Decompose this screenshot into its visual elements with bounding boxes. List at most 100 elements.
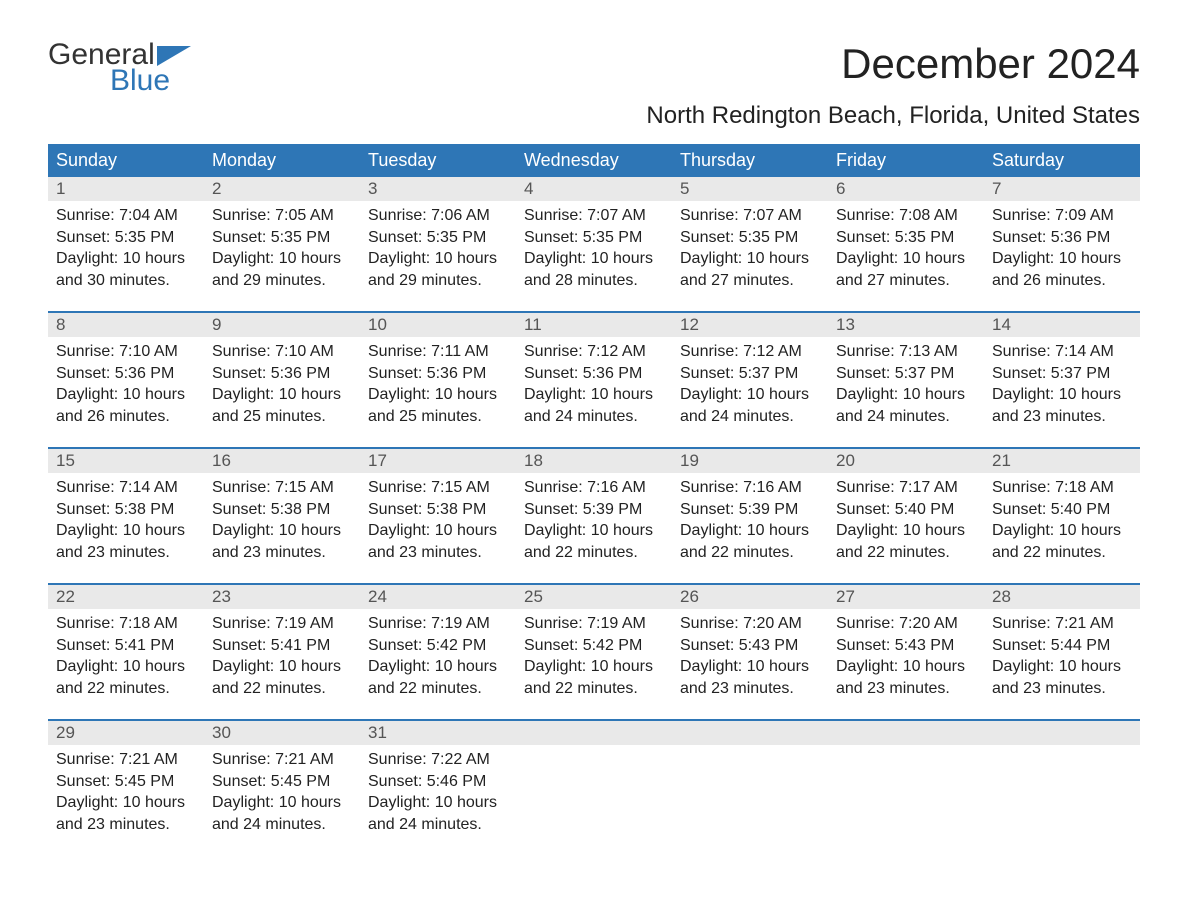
info-line: and 29 minutes. <box>212 270 352 292</box>
calendar-cell: 18Sunrise: 7:16 AMSunset: 5:39 PMDayligh… <box>516 449 672 583</box>
info-line: Daylight: 10 hours <box>680 248 820 270</box>
day-label: Monday <box>204 144 360 177</box>
info-line: Daylight: 10 hours <box>680 384 820 406</box>
info-line: Sunrise: 7:15 AM <box>368 477 508 499</box>
day-info: Sunrise: 7:10 AMSunset: 5:36 PMDaylight:… <box>212 341 352 427</box>
day-number: 26 <box>672 585 828 609</box>
info-line: Sunset: 5:35 PM <box>212 227 352 249</box>
info-line: Daylight: 10 hours <box>56 792 196 814</box>
calendar-cell: 25Sunrise: 7:19 AMSunset: 5:42 PMDayligh… <box>516 585 672 719</box>
day-info: Sunrise: 7:22 AMSunset: 5:46 PMDaylight:… <box>368 749 508 835</box>
day-info: Sunrise: 7:07 AMSunset: 5:35 PMDaylight:… <box>524 205 664 291</box>
info-line: Sunrise: 7:13 AM <box>836 341 976 363</box>
info-line: and 28 minutes. <box>524 270 664 292</box>
calendar-cell: 23Sunrise: 7:19 AMSunset: 5:41 PMDayligh… <box>204 585 360 719</box>
info-line: Sunrise: 7:16 AM <box>680 477 820 499</box>
info-line: and 23 minutes. <box>992 678 1132 700</box>
day-number: 7 <box>984 177 1140 201</box>
day-info: Sunrise: 7:21 AMSunset: 5:45 PMDaylight:… <box>212 749 352 835</box>
info-line: and 26 minutes. <box>56 406 196 428</box>
info-line: and 27 minutes. <box>680 270 820 292</box>
week-row: 1Sunrise: 7:04 AMSunset: 5:35 PMDaylight… <box>48 177 1140 311</box>
info-line: Daylight: 10 hours <box>836 384 976 406</box>
logo-flag-icon <box>157 46 191 66</box>
calendar-cell: 29 Sunrise: 7:21 AMSunset: 5:45 PMDayligh… <box>48 721 204 855</box>
day-number: 5 <box>672 177 828 201</box>
calendar-cell: 16 Sunrise: 7:15 AMSunset: 5:38 PMDayligh… <box>204 449 360 583</box>
logo: General Blue <box>48 40 191 96</box>
day-number <box>828 721 984 745</box>
calendar: Sunday Monday Tuesday Wednesday Thursday… <box>48 144 1140 855</box>
info-line: Sunset: 5:44 PM <box>992 635 1132 657</box>
info-line: and 24 minutes. <box>524 406 664 428</box>
calendar-cell: 20Sunrise: 7:17 AMSunset: 5:40 PMDayligh… <box>828 449 984 583</box>
info-line: and 24 minutes. <box>368 814 508 836</box>
day-number: 27 <box>828 585 984 609</box>
day-label: Thursday <box>672 144 828 177</box>
day-number: 12 <box>672 313 828 337</box>
calendar-cell: 12Sunrise: 7:12 AMSunset: 5:37 PMDayligh… <box>672 313 828 447</box>
day-number: 15 <box>48 449 204 473</box>
info-line: and 22 minutes. <box>836 542 976 564</box>
day-info: Sunrise: 7:15 AMSunset: 5:38 PMDaylight:… <box>212 477 352 563</box>
info-line: Sunrise: 7:22 AM <box>368 749 508 771</box>
calendar-cell: 1Sunrise: 7:04 AMSunset: 5:35 PMDaylight… <box>48 177 204 311</box>
calendar-cell: 31Sunrise: 7:22 AMSunset: 5:46 PMDayligh… <box>360 721 516 855</box>
calendar-cell <box>516 721 672 855</box>
calendar-cell: 4Sunrise: 7:07 AMSunset: 5:35 PMDaylight… <box>516 177 672 311</box>
info-line: Sunrise: 7:07 AM <box>680 205 820 227</box>
info-line: Sunrise: 7:20 AM <box>680 613 820 635</box>
info-line: Daylight: 10 hours <box>368 656 508 678</box>
day-number: 16 <box>204 449 360 473</box>
info-line: Sunset: 5:41 PM <box>212 635 352 657</box>
info-line: Sunrise: 7:12 AM <box>524 341 664 363</box>
calendar-cell: 13Sunrise: 7:13 AMSunset: 5:37 PMDayligh… <box>828 313 984 447</box>
week-row: 29 Sunrise: 7:21 AMSunset: 5:45 PMDayligh… <box>48 719 1140 855</box>
day-info: Sunrise: 7:14 AMSunset: 5:37 PMDaylight:… <box>992 341 1132 427</box>
day-info: Sunrise: 7:21 AMSunset: 5:45 PMDaylight:… <box>56 749 196 835</box>
day-number: 24 <box>360 585 516 609</box>
info-line: Daylight: 10 hours <box>524 520 664 542</box>
day-label: Tuesday <box>360 144 516 177</box>
day-number: 6 <box>828 177 984 201</box>
day-info: Sunrise: 7:10 AMSunset: 5:36 PMDaylight:… <box>56 341 196 427</box>
info-line: Sunrise: 7:11 AM <box>368 341 508 363</box>
day-number <box>516 721 672 745</box>
calendar-cell: 21Sunrise: 7:18 AMSunset: 5:40 PMDayligh… <box>984 449 1140 583</box>
day-number: 8 <box>48 313 204 337</box>
info-line: and 23 minutes. <box>368 542 508 564</box>
day-number: 29 <box>48 721 204 745</box>
day-info: Sunrise: 7:04 AMSunset: 5:35 PMDaylight:… <box>56 205 196 291</box>
info-line: Sunrise: 7:09 AM <box>992 205 1132 227</box>
info-line: Sunrise: 7:19 AM <box>368 613 508 635</box>
info-line: Sunset: 5:35 PM <box>836 227 976 249</box>
day-info: Sunrise: 7:07 AMSunset: 5:35 PMDaylight:… <box>680 205 820 291</box>
info-line: Sunset: 5:36 PM <box>524 363 664 385</box>
info-line: Sunset: 5:43 PM <box>680 635 820 657</box>
day-number: 18 <box>516 449 672 473</box>
info-line: Sunrise: 7:12 AM <box>680 341 820 363</box>
info-line: Sunset: 5:37 PM <box>992 363 1132 385</box>
info-line: Sunset: 5:36 PM <box>992 227 1132 249</box>
info-line: Daylight: 10 hours <box>56 248 196 270</box>
calendar-cell <box>984 721 1140 855</box>
info-line: and 24 minutes. <box>212 814 352 836</box>
calendar-cell: 15Sunrise: 7:14 AMSunset: 5:38 PMDayligh… <box>48 449 204 583</box>
info-line: Sunrise: 7:06 AM <box>368 205 508 227</box>
calendar-cell: 7Sunrise: 7:09 AMSunset: 5:36 PMDaylight… <box>984 177 1140 311</box>
day-number: 30 <box>204 721 360 745</box>
info-line: and 22 minutes. <box>680 542 820 564</box>
day-number <box>984 721 1140 745</box>
calendar-cell <box>672 721 828 855</box>
info-line: Daylight: 10 hours <box>368 248 508 270</box>
info-line: Sunrise: 7:15 AM <box>212 477 352 499</box>
day-label: Wednesday <box>516 144 672 177</box>
info-line: Sunrise: 7:05 AM <box>212 205 352 227</box>
info-line: Sunrise: 7:21 AM <box>212 749 352 771</box>
day-number: 23 <box>204 585 360 609</box>
info-line: and 23 minutes. <box>836 678 976 700</box>
info-line: Sunset: 5:38 PM <box>368 499 508 521</box>
day-number: 19 <box>672 449 828 473</box>
calendar-cell: 14Sunrise: 7:14 AMSunset: 5:37 PMDayligh… <box>984 313 1140 447</box>
info-line: Daylight: 10 hours <box>524 248 664 270</box>
